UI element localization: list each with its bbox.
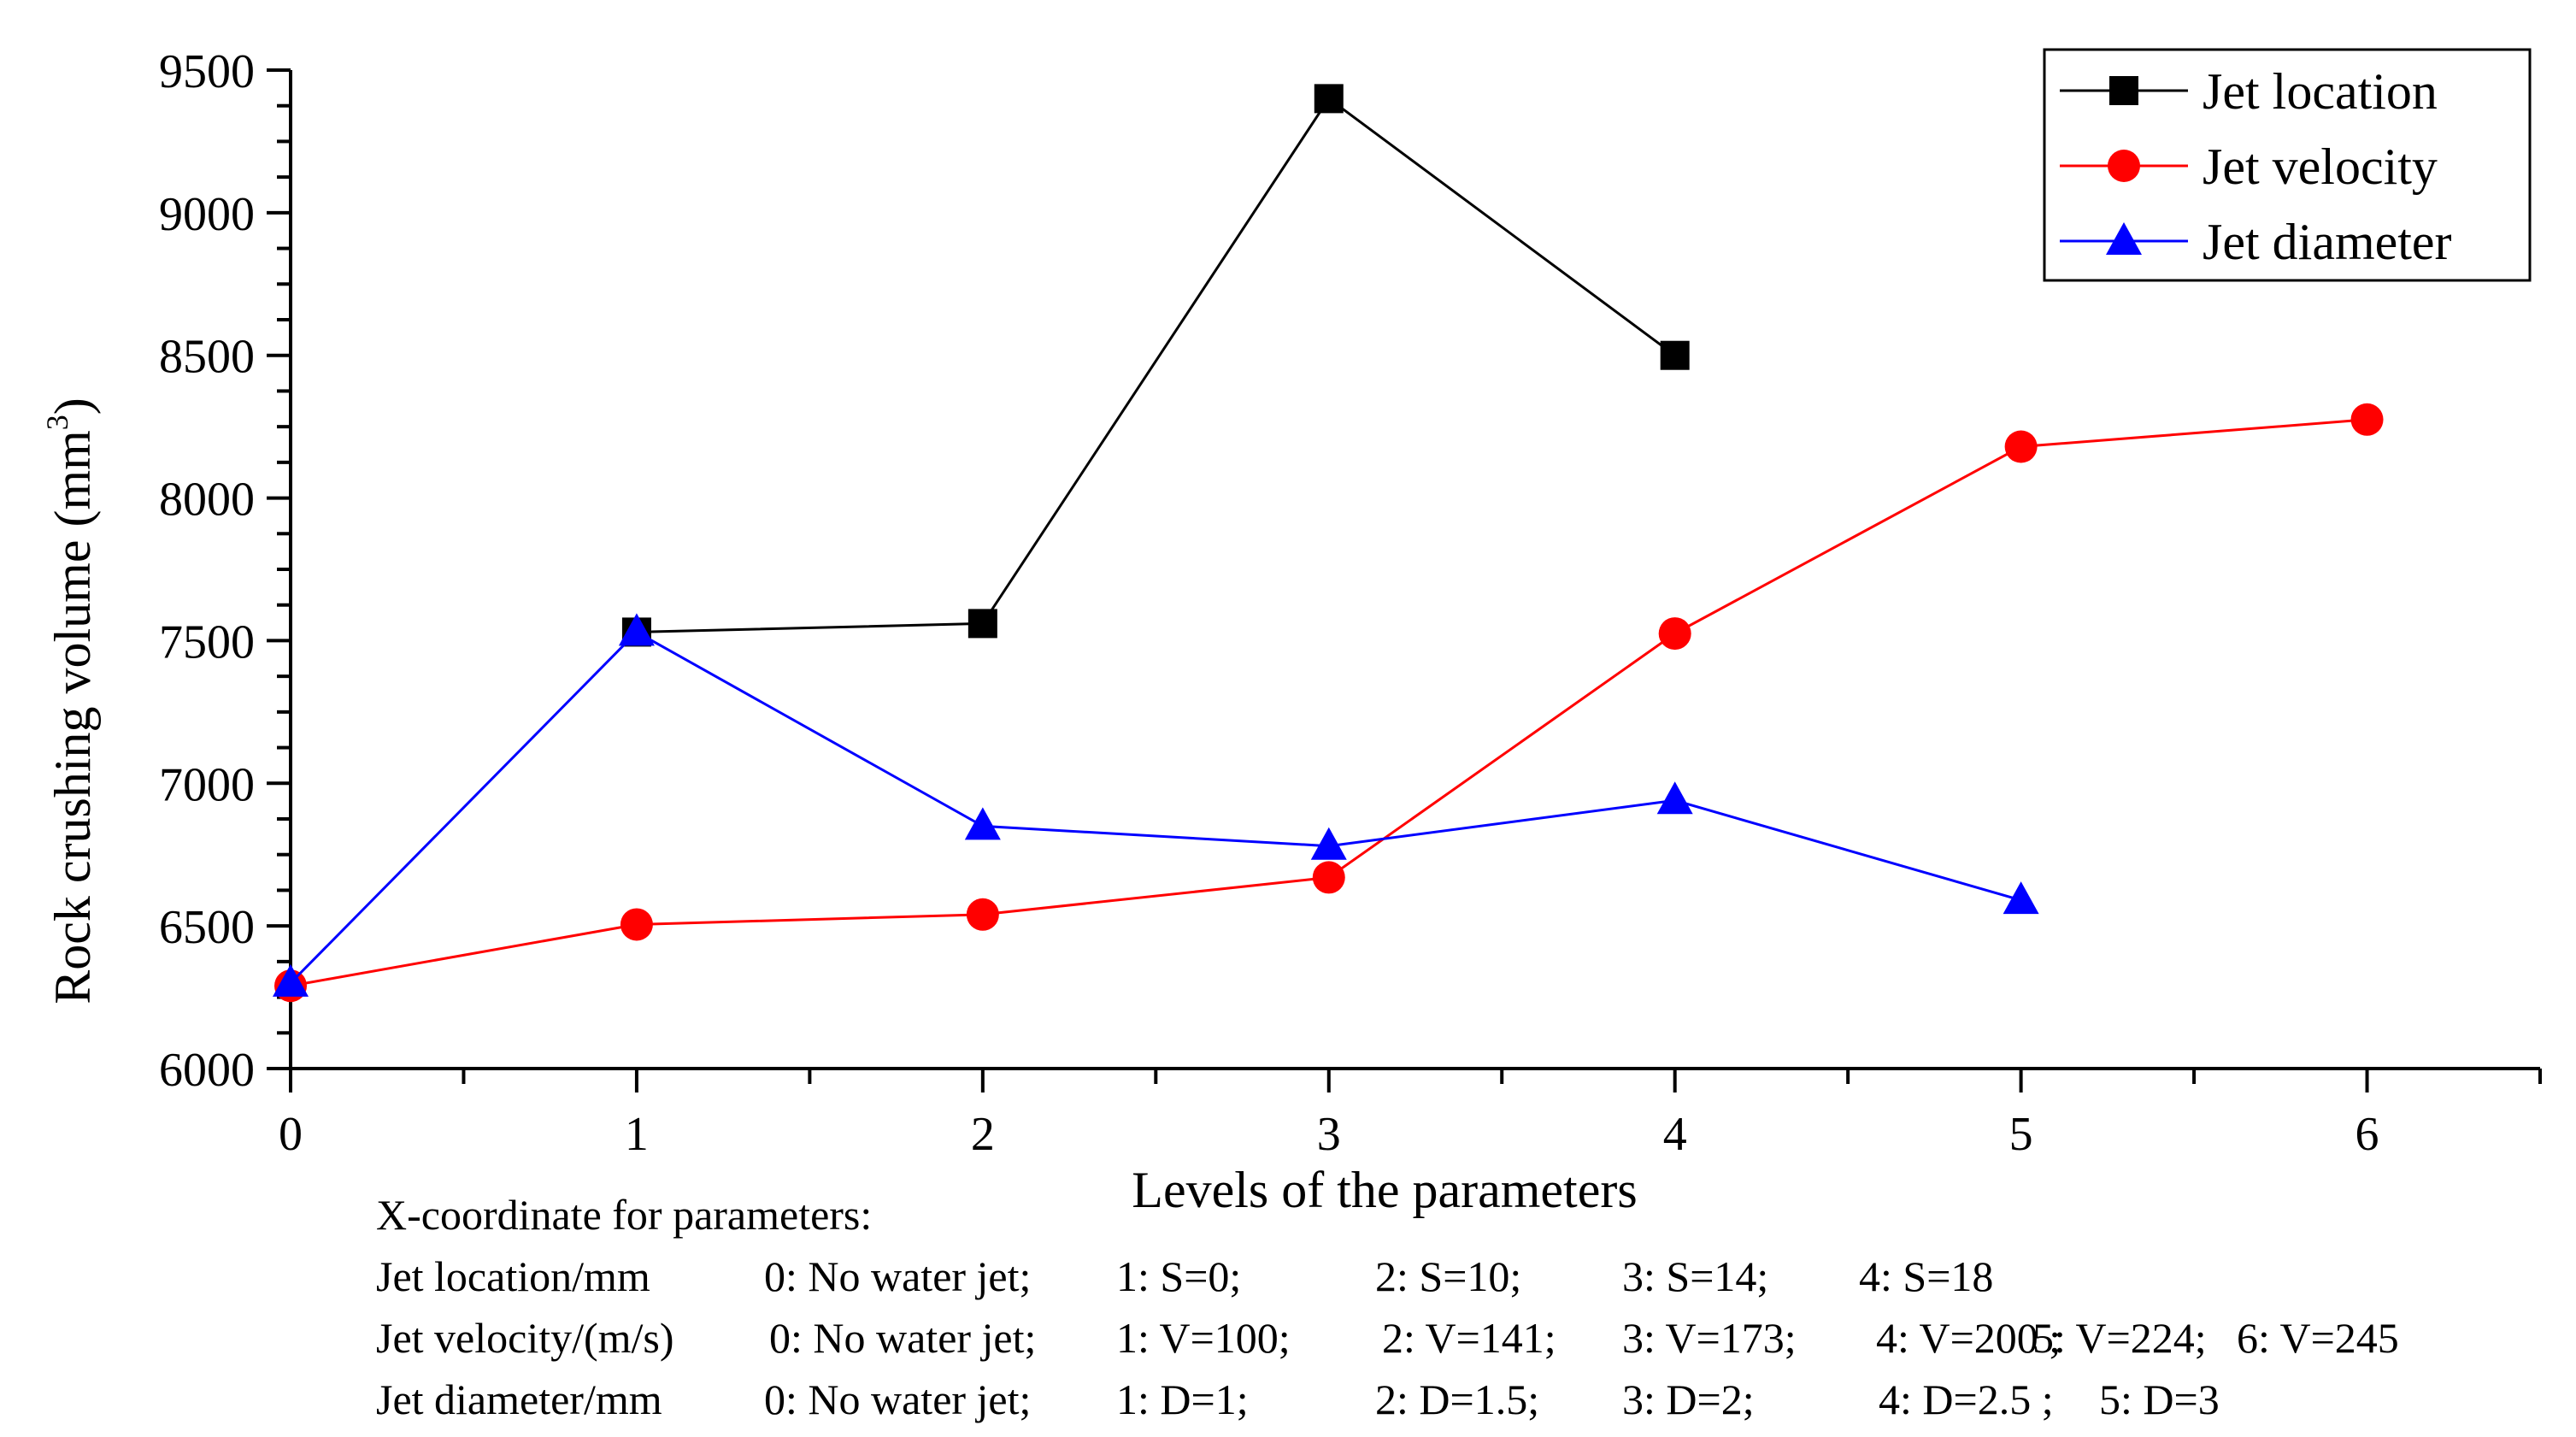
x-tick-label: 3 (1317, 1108, 1341, 1161)
notes-row-label: Jet velocity/(m/s) (376, 1314, 674, 1362)
x-tick-label: 4 (1663, 1108, 1687, 1161)
notes-item: 1: D=1; (1116, 1375, 1249, 1423)
y-tick-label: 6000 (159, 1044, 255, 1097)
series-line-jet-location (636, 97, 1676, 633)
notes-item: 0: No water jet; (769, 1314, 1037, 1362)
x-tick-label: 2 (971, 1108, 995, 1161)
notes-item: 0: No water jet; (764, 1375, 1032, 1423)
x-tick-label: 1 (625, 1108, 649, 1161)
y-axis-label-main: Rock crushing volume (mm (44, 430, 101, 1004)
notes-item: 3: S=14; (1622, 1252, 1769, 1300)
data-point-jet-diameter (2003, 881, 2039, 915)
data-point-jet-diameter (964, 807, 1001, 840)
legend-marker-jet-location (2109, 76, 2138, 105)
notes-item: 5: V=224; (2032, 1314, 2207, 1362)
legend-marker-jet-velocity (2108, 150, 2140, 182)
y-tick-label: 7000 (159, 758, 255, 811)
legend-label-jet-velocity: Jet velocity (2203, 138, 2438, 195)
data-point-jet-velocity (1658, 617, 1691, 651)
notes-item: 1: S=0; (1116, 1252, 1242, 1300)
y-axis-label: Rock crushing volume (mm3) (40, 398, 101, 1004)
notes-item: 0: No water jet; (764, 1252, 1032, 1300)
data-point-jet-location (967, 609, 997, 639)
data-point-jet-velocity (2004, 430, 2038, 463)
axes: 0 1 2 3 4 5 6 6000 6500 7000 7500 8000 8500 9000 9500 (159, 45, 2542, 1161)
series-line-jet-velocity (290, 418, 2367, 987)
legend-label-jet-location: Jet location (2203, 63, 2438, 120)
notes-item: 3: V=173; (1622, 1314, 1797, 1362)
notes-item: 3: D=2; (1622, 1375, 1755, 1423)
series-jet-velocity (274, 403, 2384, 1003)
data-point-jet-velocity (966, 898, 999, 931)
y-tick-label: 6500 (159, 901, 255, 954)
x-tick-label: 0 (279, 1108, 303, 1161)
x-tick-label: 6 (2355, 1108, 2379, 1161)
data-point-jet-diameter (1656, 781, 1693, 815)
notes-item: 5: D=3 (2099, 1375, 2220, 1423)
x-tick-label: 5 (2009, 1108, 2033, 1161)
legend: Jet location Jet velocity Jet diameter (2043, 48, 2532, 282)
data-point-jet-velocity (2350, 403, 2384, 436)
x-axis-label: Levels of the parameters (1132, 1162, 1637, 1218)
notes-row-label: Jet diameter/mm (376, 1375, 662, 1423)
series-jet-location (621, 84, 1690, 647)
notes-item: 4: S=18 (1859, 1252, 1994, 1300)
data-point-jet-velocity (1312, 861, 1345, 894)
series-line-jet-diameter (289, 630, 2022, 984)
data-point-jet-diameter (1310, 827, 1347, 860)
notes-item: 2: S=10; (1375, 1252, 1522, 1300)
y-tick-label: 7500 (159, 615, 255, 668)
notes-item: 1: V=100; (1116, 1314, 1291, 1362)
y-axis-label-close: ) (44, 398, 101, 415)
series-jet-diameter (273, 613, 2039, 997)
notes-item: 4: D=2.5 ; (1879, 1375, 2054, 1423)
data-point-jet-diameter (273, 963, 309, 997)
notes-item: 2: D=1.5; (1375, 1375, 1540, 1423)
notes-item: 2: V=141; (1382, 1314, 1556, 1362)
data-point-jet-velocity (620, 908, 653, 941)
data-point-jet-location (1660, 340, 1690, 370)
y-tick-label: 9000 (159, 188, 255, 241)
legend-marker-jet-diameter (2106, 222, 2142, 255)
y-tick-label: 8500 (159, 331, 255, 384)
data-point-jet-location (1314, 84, 1344, 114)
notes-row-label: Jet location/mm (376, 1252, 650, 1300)
y-axis-label-superscript: 3 (40, 415, 74, 430)
y-tick-label: 9500 (159, 45, 255, 98)
legend-label-jet-diameter: Jet diameter (2203, 214, 2452, 270)
notes-item: 4: V=200 ; (1876, 1314, 2061, 1362)
data-point-jet-diameter (618, 613, 655, 646)
y-tick-label: 8000 (159, 474, 255, 527)
notes-heading: X-coordinate for parameters: (376, 1191, 873, 1239)
notes-item: 6: V=245 (2237, 1314, 2399, 1362)
